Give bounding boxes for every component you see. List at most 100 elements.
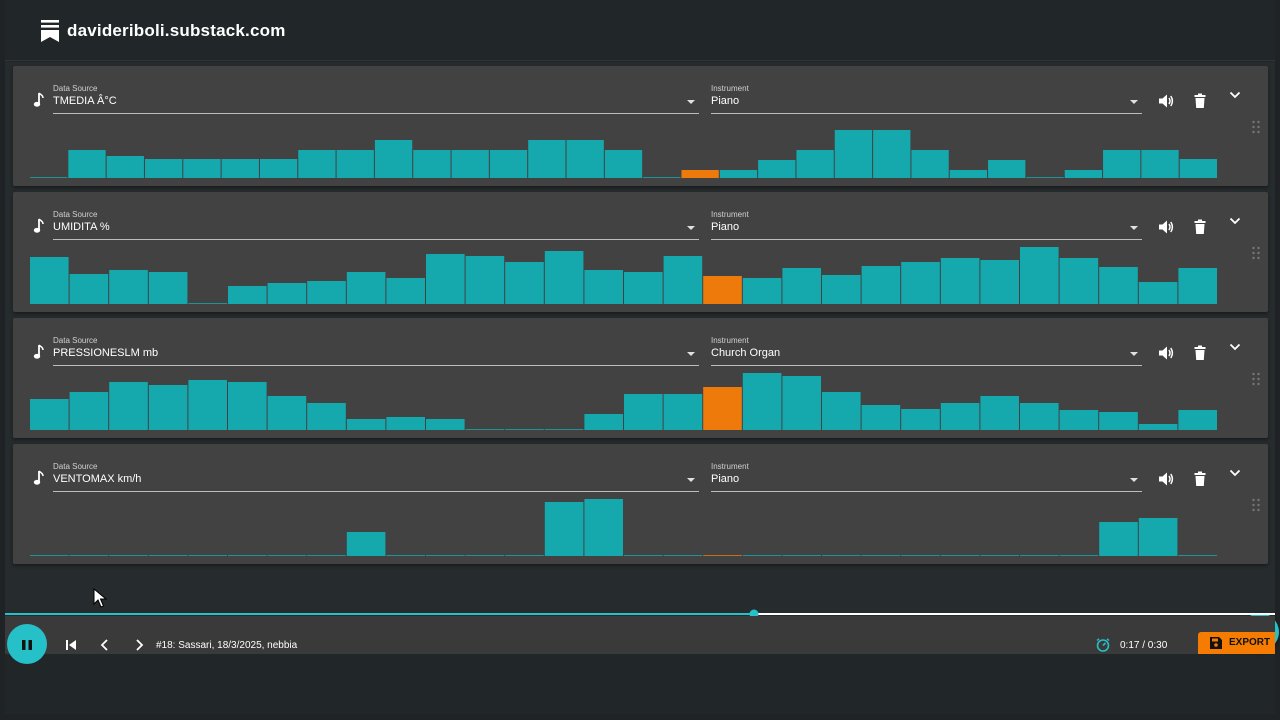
data-bar[interactable] xyxy=(1178,410,1217,430)
data-bar[interactable] xyxy=(1138,518,1178,556)
data-bar[interactable] xyxy=(980,396,1019,430)
data-bar[interactable] xyxy=(451,150,489,178)
data-bar[interactable] xyxy=(267,283,307,304)
data-bar[interactable] xyxy=(109,382,148,430)
volume-icon[interactable] xyxy=(1157,92,1175,110)
data-bar[interactable] xyxy=(183,159,221,178)
volume-icon[interactable] xyxy=(1157,344,1175,362)
data-source-select[interactable]: Data Source TMEDIA Â°C xyxy=(53,84,699,114)
data-bar[interactable] xyxy=(1178,268,1217,304)
data-bar[interactable] xyxy=(663,555,703,556)
data-bar[interactable] xyxy=(949,170,988,178)
data-bar[interactable] xyxy=(106,156,144,178)
data-bar[interactable] xyxy=(834,130,873,178)
data-bar[interactable] xyxy=(719,170,758,178)
drag-handle-icon[interactable] xyxy=(1251,498,1261,512)
data-bar[interactable] xyxy=(465,256,505,304)
data-bar[interactable] xyxy=(940,403,980,430)
previous-icon[interactable] xyxy=(98,638,112,652)
data-bar[interactable] xyxy=(1178,555,1217,556)
active-data-bar[interactable] xyxy=(681,170,719,178)
data-bar[interactable] xyxy=(604,150,643,178)
data-bar[interactable] xyxy=(940,258,980,304)
data-source-select[interactable]: Data Source PRESSIONESLM mb xyxy=(53,336,699,366)
data-bar[interactable] xyxy=(505,262,544,304)
data-bar[interactable] xyxy=(505,429,544,430)
data-bar[interactable] xyxy=(782,376,821,430)
data-bar[interactable] xyxy=(544,251,584,304)
data-bar[interactable] xyxy=(109,555,148,556)
data-bar[interactable] xyxy=(1141,150,1179,178)
data-bar[interactable] xyxy=(1064,170,1103,178)
export-button[interactable]: EXPORT xyxy=(1198,632,1275,654)
data-bar[interactable] xyxy=(505,555,544,556)
delete-icon[interactable] xyxy=(1191,344,1209,362)
data-bar[interactable] xyxy=(782,268,821,304)
data-bar[interactable] xyxy=(861,555,901,556)
data-bar[interactable] xyxy=(742,555,782,556)
drag-handle-icon[interactable] xyxy=(1251,246,1261,260)
data-bar[interactable] xyxy=(30,399,69,430)
data-bar[interactable] xyxy=(584,499,623,556)
delete-icon[interactable] xyxy=(1191,92,1209,110)
data-bar[interactable] xyxy=(69,555,109,556)
data-bar[interactable] xyxy=(144,159,183,178)
active-data-bar[interactable] xyxy=(703,276,742,304)
data-bar[interactable] xyxy=(374,140,413,178)
instrument-select[interactable]: Instrument Church Organ xyxy=(711,336,1142,366)
instrument-select[interactable]: Instrument Piano xyxy=(711,84,1142,114)
active-data-bar[interactable] xyxy=(703,387,742,430)
data-bar[interactable] xyxy=(413,150,451,178)
data-bar[interactable] xyxy=(873,130,911,178)
data-bar[interactable] xyxy=(584,414,623,430)
pause-button[interactable] xyxy=(7,624,47,664)
next-icon[interactable] xyxy=(132,638,146,652)
data-bar[interactable] xyxy=(901,262,940,304)
data-bar[interactable] xyxy=(267,396,307,430)
data-bar[interactable] xyxy=(465,429,505,430)
instrument-select[interactable]: Instrument Piano xyxy=(711,210,1142,240)
data-bar[interactable] xyxy=(1099,267,1138,304)
data-bar[interactable] xyxy=(624,555,663,556)
data-bar[interactable] xyxy=(30,177,68,178)
data-bar[interactable] xyxy=(228,555,267,556)
data-bar[interactable] xyxy=(624,394,663,430)
data-bar[interactable] xyxy=(980,555,1019,556)
data-source-select[interactable]: Data Source VENTOMAX km/h xyxy=(53,462,699,492)
data-bar[interactable] xyxy=(228,286,267,304)
data-bar[interactable] xyxy=(1026,177,1064,178)
data-bar[interactable] xyxy=(822,555,861,556)
data-bar[interactable] xyxy=(307,281,346,304)
data-bar[interactable] xyxy=(758,160,796,178)
skip-to-start-icon[interactable] xyxy=(64,638,78,652)
data-bar[interactable] xyxy=(1138,424,1178,430)
data-bar[interactable] xyxy=(188,380,227,430)
chevron-down-icon[interactable] xyxy=(1226,86,1244,104)
data-bar[interactable] xyxy=(782,555,821,556)
data-bar[interactable] xyxy=(386,278,425,304)
data-bar[interactable] xyxy=(307,555,346,556)
data-bar[interactable] xyxy=(148,385,188,430)
data-bar[interactable] xyxy=(346,419,386,430)
delete-icon[interactable] xyxy=(1191,218,1209,236)
data-bar[interactable] xyxy=(489,150,528,178)
data-bar[interactable] xyxy=(426,555,465,556)
data-bar[interactable] xyxy=(307,403,346,430)
data-bar[interactable] xyxy=(1059,410,1099,430)
data-bar[interactable] xyxy=(68,150,106,178)
data-bar[interactable] xyxy=(148,272,188,304)
data-bar[interactable] xyxy=(1138,282,1178,304)
chevron-down-icon[interactable] xyxy=(1226,338,1244,356)
data-bar[interactable] xyxy=(30,555,69,556)
drag-handle-icon[interactable] xyxy=(1251,120,1261,134)
data-bar[interactable] xyxy=(386,555,425,556)
data-bar[interactable] xyxy=(188,555,227,556)
data-bar[interactable] xyxy=(69,392,109,430)
data-bar[interactable] xyxy=(267,555,307,556)
instrument-select[interactable]: Instrument Piano xyxy=(711,462,1142,492)
delete-icon[interactable] xyxy=(1191,470,1209,488)
data-bar[interactable] xyxy=(822,392,861,430)
data-bar[interactable] xyxy=(988,160,1026,178)
playback-timeline[interactable] xyxy=(5,612,1275,616)
data-bar[interactable] xyxy=(386,417,425,430)
